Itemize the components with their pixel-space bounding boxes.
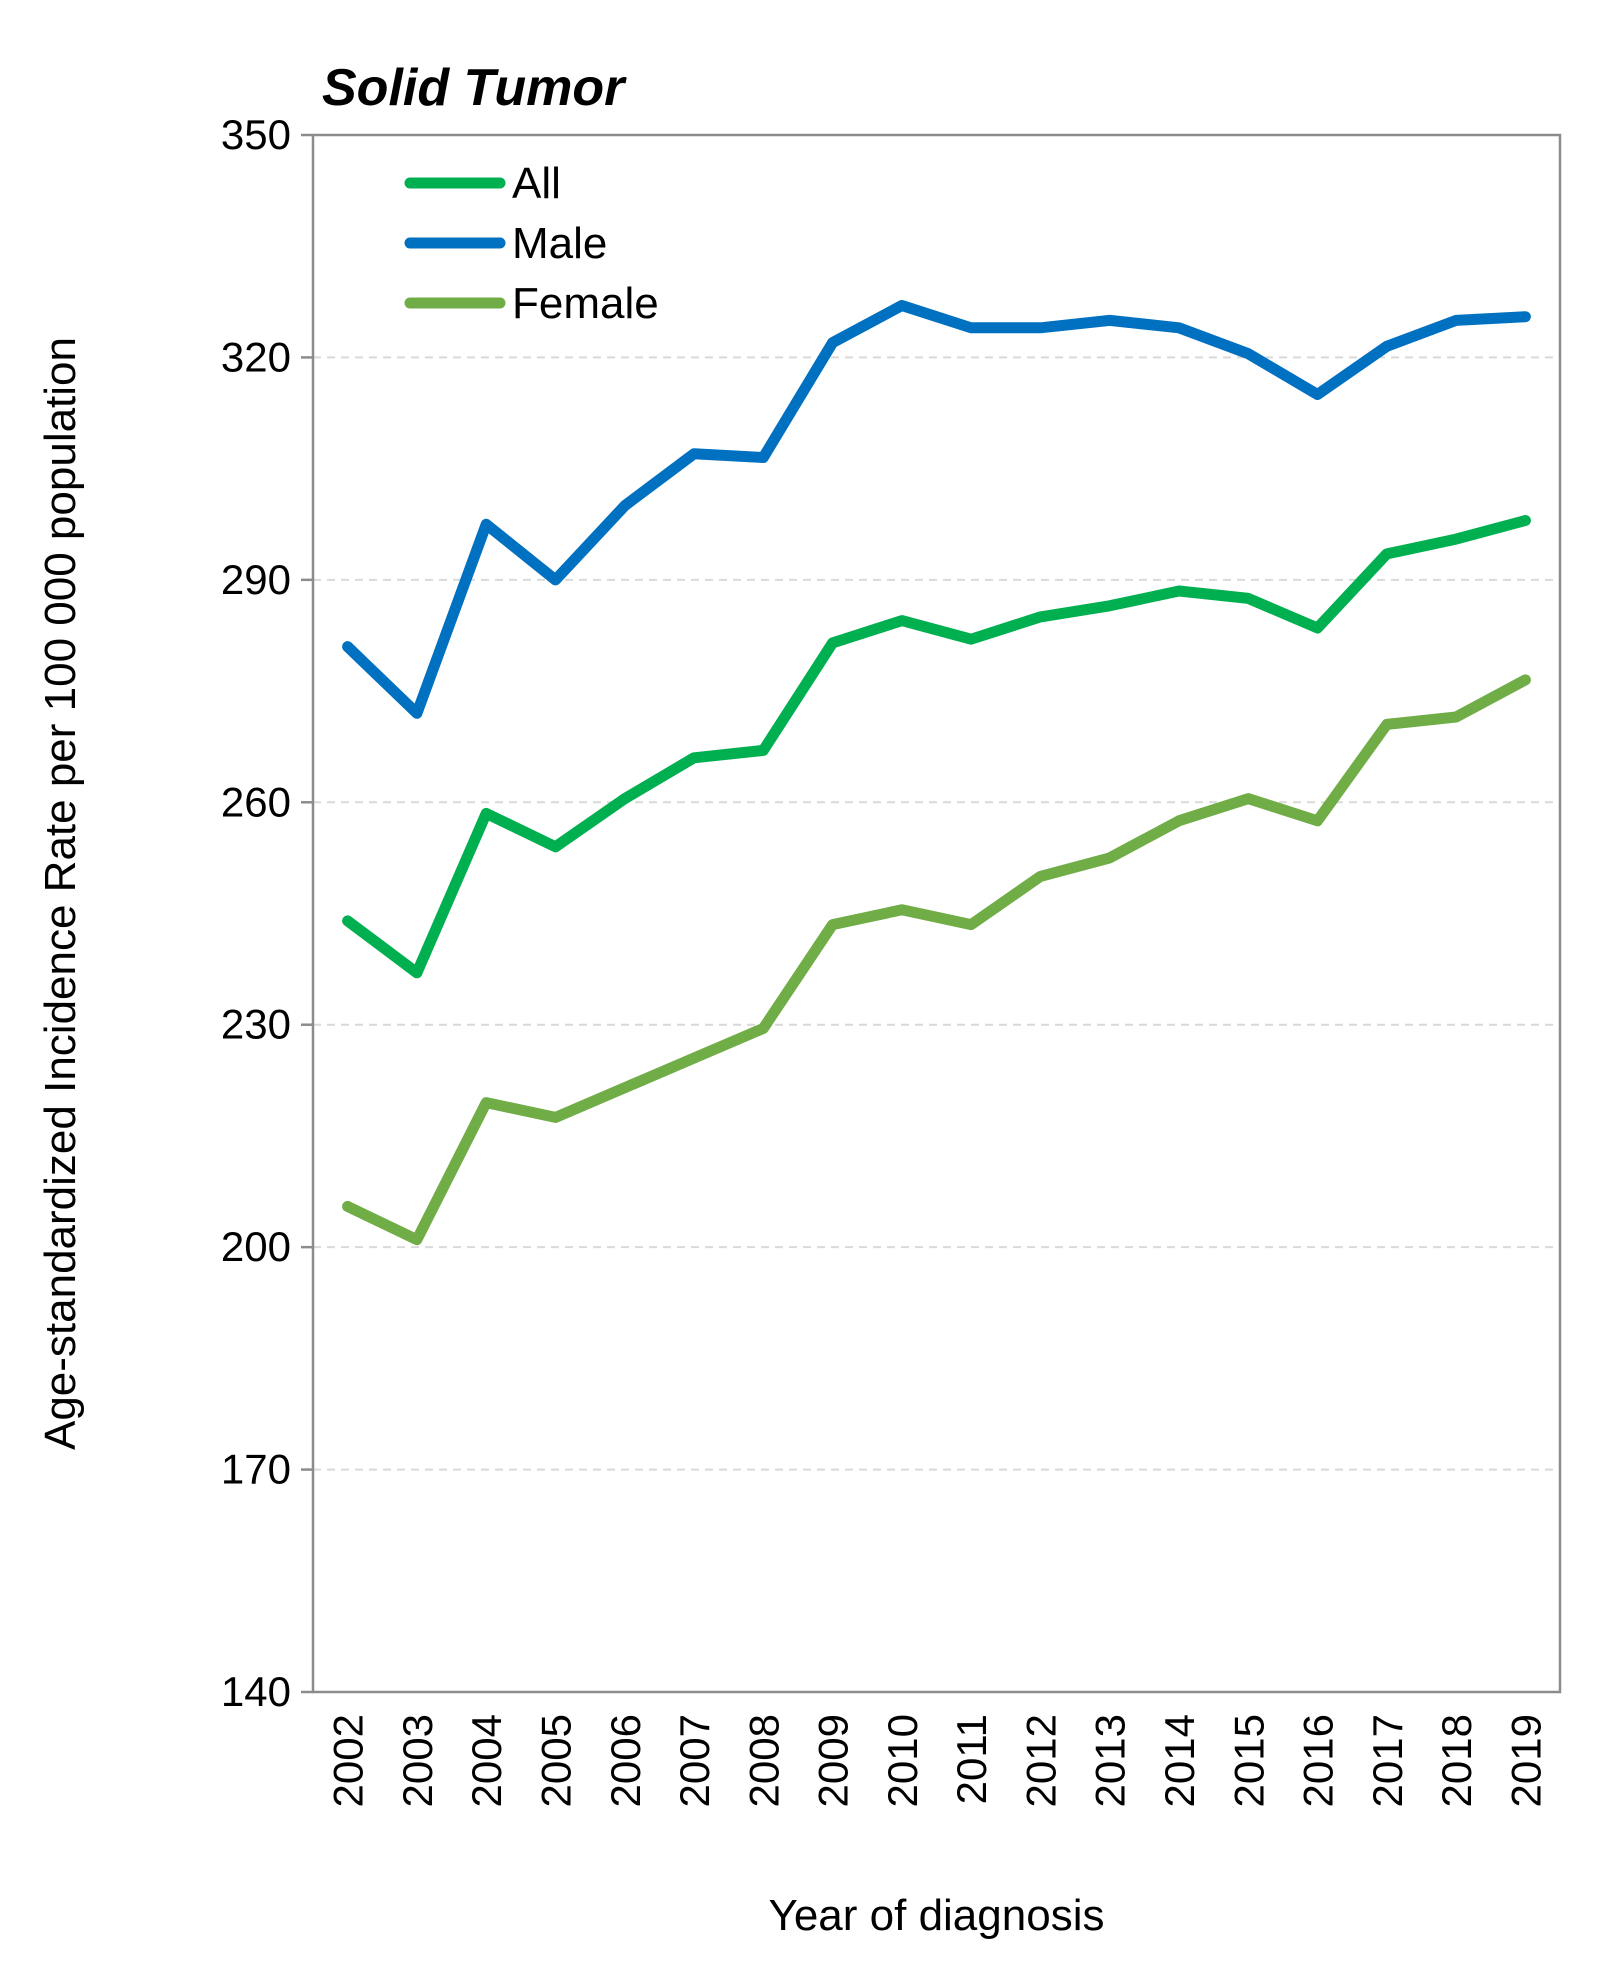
x-tick-label: 2010: [879, 1714, 926, 1807]
plot-area-frame: [311, 133, 1562, 1694]
gridlines: [313, 356, 1560, 1471]
chart-title: Solid Tumor: [322, 59, 627, 117]
y-axis-title: Age-standardized Incidence Rate per 100 …: [36, 337, 85, 1450]
x-tick-label: 2004: [463, 1714, 510, 1807]
x-tick-label: 2003: [394, 1714, 441, 1807]
x-tick-label: 2006: [602, 1714, 649, 1807]
legend-label-all: All: [512, 159, 561, 208]
y-tick-label: 200: [221, 1223, 291, 1270]
x-tick-label: 2011: [948, 1714, 995, 1804]
y-tick-label: 140: [221, 1668, 291, 1715]
x-tick-label: 2005: [532, 1714, 579, 1807]
x-tick-label: 2007: [671, 1714, 718, 1807]
x-tick-label: 2019: [1502, 1714, 1549, 1807]
y-tick-label: 230: [221, 1001, 291, 1048]
x-tick-label: 2009: [810, 1714, 857, 1807]
x-axis-title: Year of diagnosis: [769, 1891, 1105, 1940]
legend-label-female: Female: [512, 279, 659, 328]
x-tick-label: 2018: [1433, 1714, 1480, 1807]
x-axis-ticks: 2002 2003 2004 2005 2006 2007 2008 2009 2010 2011…: [325, 1714, 1550, 1807]
legend: All Male Female: [404, 159, 659, 328]
x-tick-label: 2017: [1364, 1714, 1411, 1807]
y-tick-label: 290: [221, 556, 291, 603]
x-tick-label: 2008: [740, 1714, 787, 1807]
y-tick-label: 320: [221, 333, 291, 380]
series-line-male: [342, 300, 1531, 719]
x-tick-label: 2012: [1017, 1714, 1064, 1807]
x-tick-label: 2014: [1156, 1714, 1203, 1807]
series-line-all: [342, 515, 1531, 979]
series-lines: [342, 300, 1531, 1246]
legend-label-male: Male: [512, 219, 607, 268]
x-tick-label: 2002: [325, 1714, 372, 1807]
y-tick-label: 350: [221, 111, 291, 158]
y-axis-ticks: 140 170 200 230 260 290 320 350: [221, 111, 313, 1715]
x-tick-label: 2015: [1225, 1714, 1272, 1807]
x-tick-label: 2016: [1295, 1714, 1342, 1807]
y-tick-label: 170: [221, 1446, 291, 1493]
series-line-female: [342, 674, 1531, 1246]
y-tick-label: 260: [221, 778, 291, 825]
x-tick-label: 2013: [1087, 1714, 1134, 1807]
